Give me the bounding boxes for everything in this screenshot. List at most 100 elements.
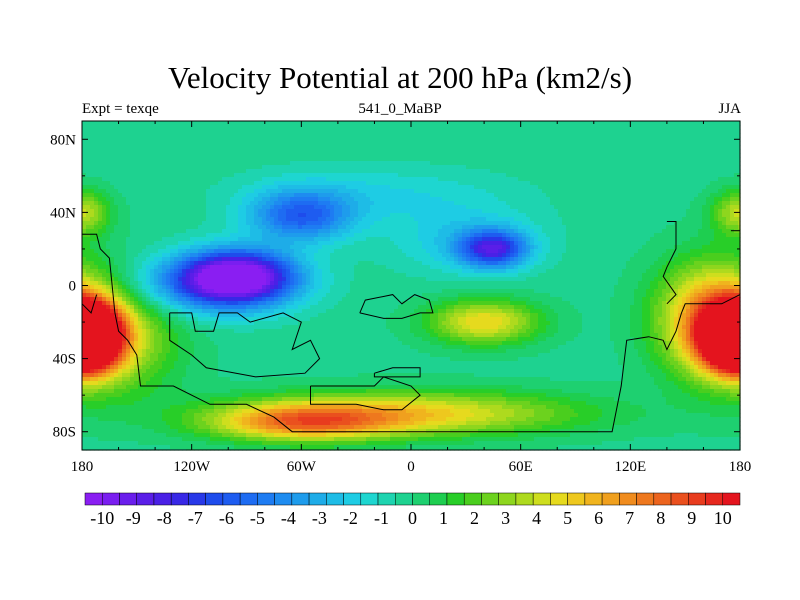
field-cell [466, 129, 471, 134]
field-cell [134, 193, 139, 198]
field-cell [106, 205, 111, 210]
field-cell [126, 185, 131, 190]
field-cell [358, 121, 363, 126]
field-cell [486, 169, 491, 174]
field-cell [246, 169, 251, 174]
field-cell [194, 197, 199, 202]
field-cell [382, 157, 387, 162]
field-cell [458, 177, 463, 182]
field-cell [634, 229, 639, 234]
field-cell [426, 229, 431, 234]
field-cell [458, 153, 463, 158]
field-cell [726, 229, 731, 234]
field-cell [354, 237, 359, 242]
field-cell [734, 157, 739, 162]
field-cell [626, 197, 631, 202]
field-cell [486, 213, 491, 218]
field-cell [214, 121, 219, 126]
field-cell [486, 181, 491, 186]
field-cell [658, 197, 663, 202]
field-cell [626, 141, 631, 146]
field-cell [694, 153, 699, 158]
field-cell [358, 185, 363, 190]
field-cell [390, 189, 395, 194]
field-cell [214, 133, 219, 138]
field-cell [662, 141, 667, 146]
field-cell [542, 137, 547, 142]
field-cell [310, 129, 315, 134]
field-cell [334, 157, 339, 162]
field-cell [210, 161, 215, 166]
field-cell [294, 161, 299, 166]
field-cell [122, 169, 127, 174]
field-cell [122, 209, 127, 214]
field-cell [446, 141, 451, 146]
field-cell [458, 205, 463, 210]
field-cell [434, 225, 439, 230]
field-cell [370, 121, 375, 126]
field-cell [402, 209, 407, 214]
field-cell [118, 133, 123, 138]
field-cell [734, 233, 739, 238]
field-cell [630, 145, 635, 150]
field-cell [662, 121, 667, 126]
field-cell [298, 197, 303, 202]
field-cell [598, 149, 603, 154]
field-cell [522, 153, 527, 158]
field-cell [506, 169, 511, 174]
field-cell [118, 181, 123, 186]
field-cell [426, 193, 431, 198]
field-cell [574, 149, 579, 154]
field-cell [414, 173, 419, 178]
field-cell [202, 161, 207, 166]
field-cell [454, 149, 459, 154]
field-cell [710, 221, 715, 226]
field-cell [670, 205, 675, 210]
field-cell [162, 141, 167, 146]
field-cell [702, 133, 707, 138]
field-cell [326, 185, 331, 190]
field-cell [394, 125, 399, 130]
field-cell [694, 221, 699, 226]
field-cell [526, 209, 531, 214]
field-cell [226, 133, 231, 138]
field-cell [642, 225, 647, 230]
field-cell [486, 205, 491, 210]
field-cell [90, 137, 95, 142]
field-cell [286, 237, 291, 242]
field-cell [254, 157, 259, 162]
field-cell [702, 121, 707, 126]
field-cell [326, 121, 331, 126]
field-cell [154, 241, 159, 246]
field-cell [246, 161, 251, 166]
field-cell [234, 133, 239, 138]
field-cell [282, 181, 287, 186]
field-cell [382, 201, 387, 206]
field-cell [146, 229, 151, 234]
field-cell [122, 125, 127, 130]
field-cell [238, 205, 243, 210]
field-cell [602, 197, 607, 202]
field-cell [526, 165, 531, 170]
field-cell [506, 233, 511, 238]
field-cell [230, 201, 235, 206]
field-cell [266, 221, 271, 226]
field-cell [514, 201, 519, 206]
field-cell [550, 213, 555, 218]
field-cell [422, 125, 427, 130]
field-cell [498, 185, 503, 190]
field-cell [714, 189, 719, 194]
field-cell [570, 165, 575, 170]
field-cell [718, 157, 723, 162]
field-cell [570, 129, 575, 134]
field-cell [538, 189, 543, 194]
field-cell [90, 129, 95, 134]
field-cell [458, 181, 463, 186]
field-cell [578, 225, 583, 230]
field-cell [362, 169, 367, 174]
field-cell [462, 133, 467, 138]
field-cell [138, 149, 143, 154]
field-cell [266, 121, 271, 126]
field-cell [286, 181, 291, 186]
field-cell [678, 141, 683, 146]
